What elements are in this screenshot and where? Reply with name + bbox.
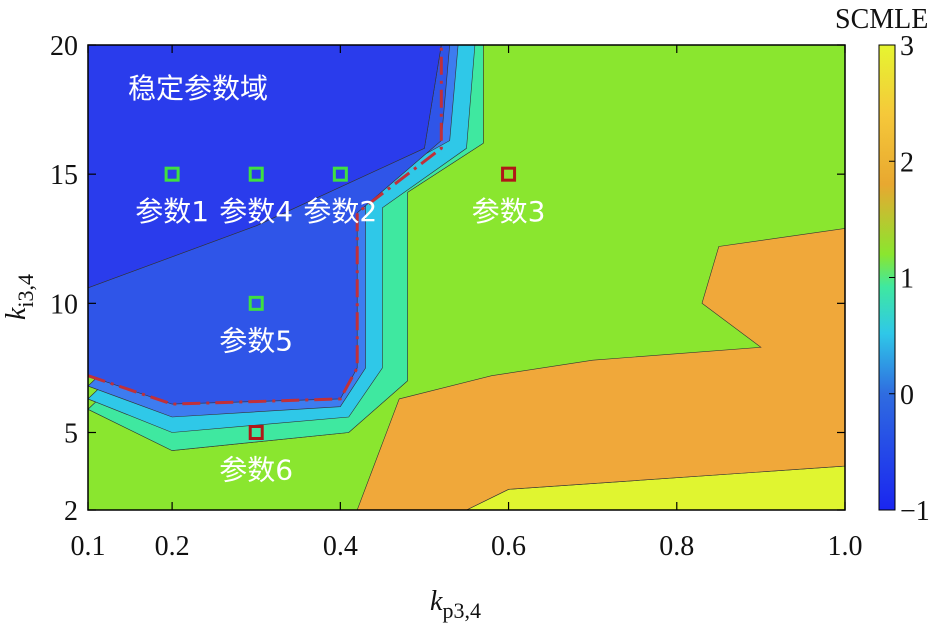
x-axis-label-main: k	[430, 586, 443, 617]
parameter-label: 参数5	[219, 324, 293, 357]
y-tick-label: 5	[64, 419, 78, 450]
y-axis: 2 5 10 15 20	[50, 31, 845, 527]
contour-band	[356, 228, 845, 510]
parameter-marker	[332, 166, 348, 182]
x-axis-label: kp3,4	[430, 586, 481, 623]
x-tick-label: 0.6	[491, 531, 526, 562]
parameter-label: 参数6	[219, 454, 293, 487]
colorbar: SCMLE −1 0 1 2 3	[835, 4, 930, 527]
y-tick-label: 10	[50, 289, 78, 320]
parameter-label: 参数3	[472, 195, 546, 228]
plot-frame	[87, 44, 846, 511]
parameter-marker	[248, 295, 264, 311]
colorbar-tick-label: 3	[900, 31, 914, 62]
y-tick-label: 15	[50, 160, 78, 191]
x-axis-label-sub: p3,4	[442, 598, 481, 623]
parameter-marker	[501, 166, 517, 182]
y-axis-label-sub: i3,4	[13, 274, 38, 308]
y-axis-label: ki3,4	[1, 274, 38, 320]
colorbar-tick-label: 0	[900, 380, 914, 411]
region-label: 稳定参数域	[128, 72, 268, 105]
parameter-marker	[164, 166, 180, 182]
stability-boundary-line	[88, 45, 443, 406]
parameter-label: 参数4	[219, 195, 293, 228]
parameter-marker	[248, 166, 264, 182]
x-tick-label: 0.4	[323, 531, 358, 562]
x-tick-label: 0.1	[71, 531, 106, 562]
y-axis-label-main: k	[1, 307, 32, 320]
x-axis: 0.1 0.2 0.4 0.6 0.8 1.0	[71, 45, 863, 562]
colorbar-tick-label: −1	[900, 496, 930, 527]
x-tick-label: 0.8	[659, 531, 694, 562]
parameter-points: 参数1 参数4 参数2 参数3 参数5 参数6	[135, 166, 546, 487]
contour-fills	[88, 45, 845, 510]
contour-band	[88, 45, 442, 289]
parameter-marker	[248, 425, 264, 440]
parameter-label: 参数2	[303, 195, 377, 228]
y-tick-label: 20	[50, 31, 78, 62]
y-tick-label: 2	[64, 496, 78, 527]
colorbar-tick-label: 2	[900, 147, 914, 178]
colorbar-tick-label: 1	[900, 264, 914, 295]
x-tick-label: 0.2	[155, 531, 190, 562]
parameter-label: 参数1	[135, 195, 209, 228]
colorbar-title: SCMLE	[835, 4, 928, 35]
x-tick-label: 1.0	[828, 531, 863, 562]
plot-area	[88, 45, 845, 510]
